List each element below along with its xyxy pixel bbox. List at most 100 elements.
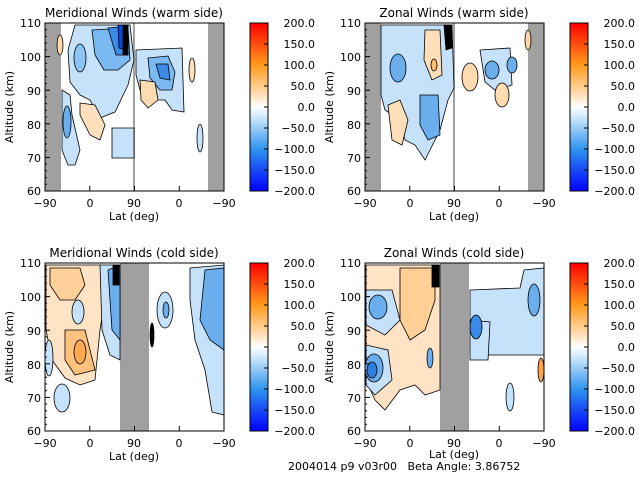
colorbar-label: 50.0 (291, 80, 316, 93)
y-tick-label: 110 (20, 17, 41, 30)
colorbar: 200.0 150.0 100.0 50.0 0.0 −50.0 −100.0 −150.0 −… (569, 257, 636, 438)
y-tick-label: 110 (340, 257, 361, 270)
x-tick-label: −90 (532, 437, 555, 450)
y-tick-label: 90 (27, 325, 41, 338)
panel-meridional-warm: Meridional Winds (warm side) 1 (3, 6, 236, 223)
colorbar-label: −100.0 (594, 383, 635, 396)
y-tick-label: 60 (347, 425, 361, 438)
colorbar: 200.0 150.0 100.0 50.0 0.0 −50.0 −100.0 −150.0 −… (569, 17, 636, 198)
colorbar-label: −100.0 (274, 383, 315, 396)
panel-title: Zonal Winds (warm side) (379, 6, 528, 20)
axis-ticks (364, 22, 545, 192)
x-tick-label: 90 (127, 437, 141, 450)
y-tick-label: 100 (20, 51, 41, 64)
colorbar-label: 0.0 (298, 341, 316, 354)
colorbar: 200.0 150.0 100.0 50.0 0.0 −50.0 −100.0 −150.0 −… (249, 257, 316, 438)
y-tick-label: 110 (20, 257, 41, 270)
colorbar-label: 200.0 (284, 257, 316, 270)
x-tick-label: 0 (87, 437, 94, 450)
y-axis-label: Altitude (km) (323, 71, 336, 143)
y-axis-label: Altitude (km) (3, 311, 16, 383)
colorbar-label: −100.0 (594, 143, 635, 156)
colorbar-label: −200.0 (274, 185, 315, 198)
no-data-band (365, 23, 381, 191)
y-tick-label: 90 (27, 85, 41, 98)
y-tick-label: 100 (20, 291, 41, 304)
colorbar-label: 50.0 (611, 320, 636, 333)
x-tick-label: 0 (407, 437, 414, 450)
x-tick-label: 90 (127, 197, 141, 210)
colorbar-label: −150.0 (594, 404, 635, 417)
colorbar-label: −50.0 (601, 362, 635, 375)
colorbar-label: −200.0 (594, 185, 635, 198)
panel-zonal-cold: Zonal Winds (cold side) 110 100 90 80 (323, 246, 556, 461)
colorbar-label: −200.0 (594, 425, 635, 438)
colorbar-label: −100.0 (274, 143, 315, 156)
y-tick-label: 100 (340, 51, 361, 64)
contour-regions (380, 24, 532, 161)
colorbar-label: 200.0 (604, 257, 636, 270)
y-tick-label: 70 (347, 152, 361, 165)
y-tick-label: 90 (347, 85, 361, 98)
no-data-band (45, 23, 61, 191)
panel-title: Meridional Winds (warm side) (45, 6, 223, 20)
contour-regions (364, 264, 545, 412)
y-tick-label: 60 (27, 185, 41, 198)
x-tick-label: −90 (212, 197, 235, 210)
colorbar-label: 150.0 (284, 278, 316, 291)
colorbar-label: −50.0 (281, 362, 315, 375)
colorbar-label: 100.0 (284, 299, 316, 312)
y-tick-label: 60 (347, 185, 361, 198)
x-tick-label: −90 (353, 197, 376, 210)
colorbar-label: 100.0 (604, 299, 636, 312)
contour-regions (56, 24, 204, 166)
colorbar-label: 150.0 (604, 278, 636, 291)
axis-ticks (44, 22, 225, 192)
no-data-band (120, 263, 149, 431)
axis-ticks (44, 262, 225, 432)
x-tick-label: 0 (176, 437, 183, 450)
colorbar-label: −50.0 (281, 122, 315, 135)
y-axis-label: Altitude (km) (3, 71, 16, 143)
panel-title: Meridional Winds (cold side) (49, 246, 218, 260)
colorbar-label: −150.0 (274, 404, 315, 417)
panel-zonal-warm: Zonal Winds (warm side) 110 100 90 80 7 (323, 6, 556, 223)
colorbar-label: 0.0 (618, 341, 636, 354)
y-tick-label: 80 (27, 359, 41, 372)
y-tick-label: 80 (347, 119, 361, 132)
x-tick-label: −90 (33, 197, 56, 210)
x-tick-label: −90 (33, 437, 56, 450)
x-tick-label: 0 (496, 197, 503, 210)
y-tick-label: 110 (340, 17, 361, 30)
contour-regions (44, 264, 225, 416)
x-tick-label: 0 (496, 437, 503, 450)
colorbar-label: 150.0 (284, 38, 316, 51)
colorbar-label: 50.0 (611, 80, 636, 93)
y-tick-label: 70 (27, 152, 41, 165)
y-axis-label: Altitude (km) (323, 311, 336, 383)
x-axis-label: Lat (deg) (429, 448, 479, 461)
colorbar-label: 100.0 (604, 59, 636, 72)
x-tick-label: −90 (532, 197, 555, 210)
colorbars: 200.0 150.0 100.0 50.0 0.0 −50.0 −100.0 −150.0 −… (249, 17, 636, 438)
colorbar-label: −150.0 (274, 164, 315, 177)
y-tick-label: 100 (340, 291, 361, 304)
colorbar-label: 200.0 (284, 17, 316, 30)
x-tick-label: −90 (353, 437, 376, 450)
x-tick-label: 0 (407, 197, 414, 210)
panel-meridional-cold: Meridional Winds (cold side) 110 100 90 … (3, 246, 236, 463)
no-data-band (440, 263, 469, 431)
footer-info: 2004014 p9 v03r00 Beta Angle: 3.86752 (288, 460, 520, 473)
colorbar-label: 50.0 (291, 320, 316, 333)
y-tick-label: 80 (27, 119, 41, 132)
colorbar: 200.0 150.0 100.0 50.0 0.0 −50.0 −100.0 −150.0 −… (249, 17, 316, 198)
x-tick-label: −90 (212, 437, 235, 450)
colorbar-label: 150.0 (604, 38, 636, 51)
colorbar-label: −50.0 (601, 122, 635, 135)
no-data-band (528, 23, 544, 191)
y-tick-label: 60 (27, 425, 41, 438)
panel-title: Zonal Winds (cold side) (384, 246, 525, 260)
axis-ticks (364, 262, 545, 432)
colorbar-label: 100.0 (284, 59, 316, 72)
